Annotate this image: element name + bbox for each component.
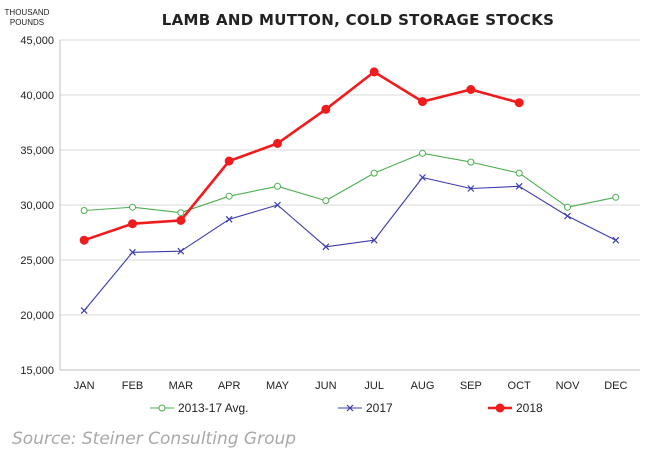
x-tick-label: JAN (74, 380, 95, 392)
point-marker (158, 404, 166, 412)
x-tick-label: APR (218, 380, 241, 392)
marker-stroke (515, 182, 523, 190)
point-marker (128, 219, 137, 229)
marker-stroke (564, 212, 571, 220)
x-tick-label: SEP (460, 380, 482, 392)
legend-label: 2013-17 Avg. (178, 401, 249, 415)
legend: 2013-17 Avg. 2017 2018 (150, 401, 543, 415)
point-marker (418, 97, 427, 107)
point-marker (612, 236, 620, 244)
y-tick-label: 35,000 (20, 145, 54, 157)
point-marker (514, 98, 524, 108)
legend-item: 2013-17 Avg. (150, 401, 249, 415)
legend-label: 2017 (366, 401, 393, 415)
y-unit-label-line1: THOUSAND (5, 8, 50, 17)
marker-stroke (467, 185, 475, 192)
point-marker (419, 149, 426, 157)
y-tick-label: 40,000 (20, 90, 54, 102)
y-tick-label: 15,000 (20, 365, 54, 377)
point-marker (322, 197, 330, 205)
chart-title: LAMB AND MUTTON, COLD STORAGE STOCKS (162, 11, 554, 29)
x-tick-label: MAY (266, 380, 290, 392)
marker-stroke (225, 215, 233, 223)
point-marker (177, 209, 185, 217)
point-marker (273, 138, 282, 148)
point-marker (346, 404, 354, 412)
legend-item: 2017 (338, 401, 393, 415)
marker-stroke (129, 248, 136, 256)
point-marker (129, 203, 136, 211)
point-marker (177, 247, 185, 255)
point-marker (80, 207, 88, 214)
legend-item: 2018 (488, 401, 543, 415)
x-tick-label: JUL (364, 380, 384, 392)
marker-stroke (80, 307, 88, 315)
marker-stroke (370, 236, 378, 244)
x-tick-label: FEB (122, 380, 143, 392)
axis-ticks: 15,000 20,000 25,000 30,000 35,000 40,000 45,0… (20, 35, 627, 392)
x-tick-label: AUG (411, 380, 435, 392)
series-lines (79, 67, 620, 315)
point-marker (322, 243, 330, 251)
point-marker (79, 235, 89, 245)
series-2018 (79, 67, 524, 245)
point-marker (129, 248, 136, 256)
source-note: Source: Steiner Consulting Group (12, 429, 296, 449)
marker-stroke (346, 404, 354, 412)
point-marker (225, 215, 233, 223)
point-marker (224, 156, 234, 166)
x-tick-label: MAR (169, 380, 194, 392)
x-tick-label: JUN (315, 380, 336, 392)
y-tick-label: 20,000 (20, 310, 54, 322)
point-marker (466, 85, 476, 94)
x-tick-label: DEC (604, 380, 627, 392)
x-tick-label: OCT (508, 380, 532, 392)
marker-stroke (322, 243, 330, 251)
marker-stroke (177, 247, 185, 255)
x-tick-label: NOV (556, 380, 581, 392)
marker-stroke (612, 236, 620, 244)
point-marker (419, 174, 426, 181)
point-marker (467, 158, 475, 166)
point-marker (274, 182, 281, 190)
grid (59, 39, 640, 371)
legend-label: 2018 (516, 401, 543, 415)
point-marker (369, 67, 379, 77)
point-marker (564, 203, 571, 211)
series-2013-17-avg- (80, 149, 620, 217)
point-marker (515, 182, 523, 190)
point-marker (495, 403, 505, 413)
series-line (83, 176, 617, 311)
point-marker (612, 193, 620, 201)
point-marker (274, 201, 281, 209)
y-tick-label: 25,000 (20, 255, 54, 267)
y-unit-label-line2: POUNDS (10, 18, 44, 27)
series-2017 (80, 174, 620, 315)
point-marker (80, 307, 88, 315)
y-tick-label: 45,000 (20, 35, 54, 47)
series-line (84, 152, 616, 214)
point-marker (370, 236, 378, 244)
y-tick-label: 30,000 (20, 200, 54, 212)
marker-stroke (419, 174, 426, 181)
marker-stroke (274, 201, 281, 209)
point-marker (370, 169, 378, 177)
point-marker (564, 212, 571, 220)
point-marker (321, 104, 331, 114)
point-marker (225, 192, 233, 200)
point-marker (515, 169, 523, 177)
point-marker (176, 215, 186, 225)
series-line (83, 70, 520, 242)
point-marker (467, 185, 475, 192)
